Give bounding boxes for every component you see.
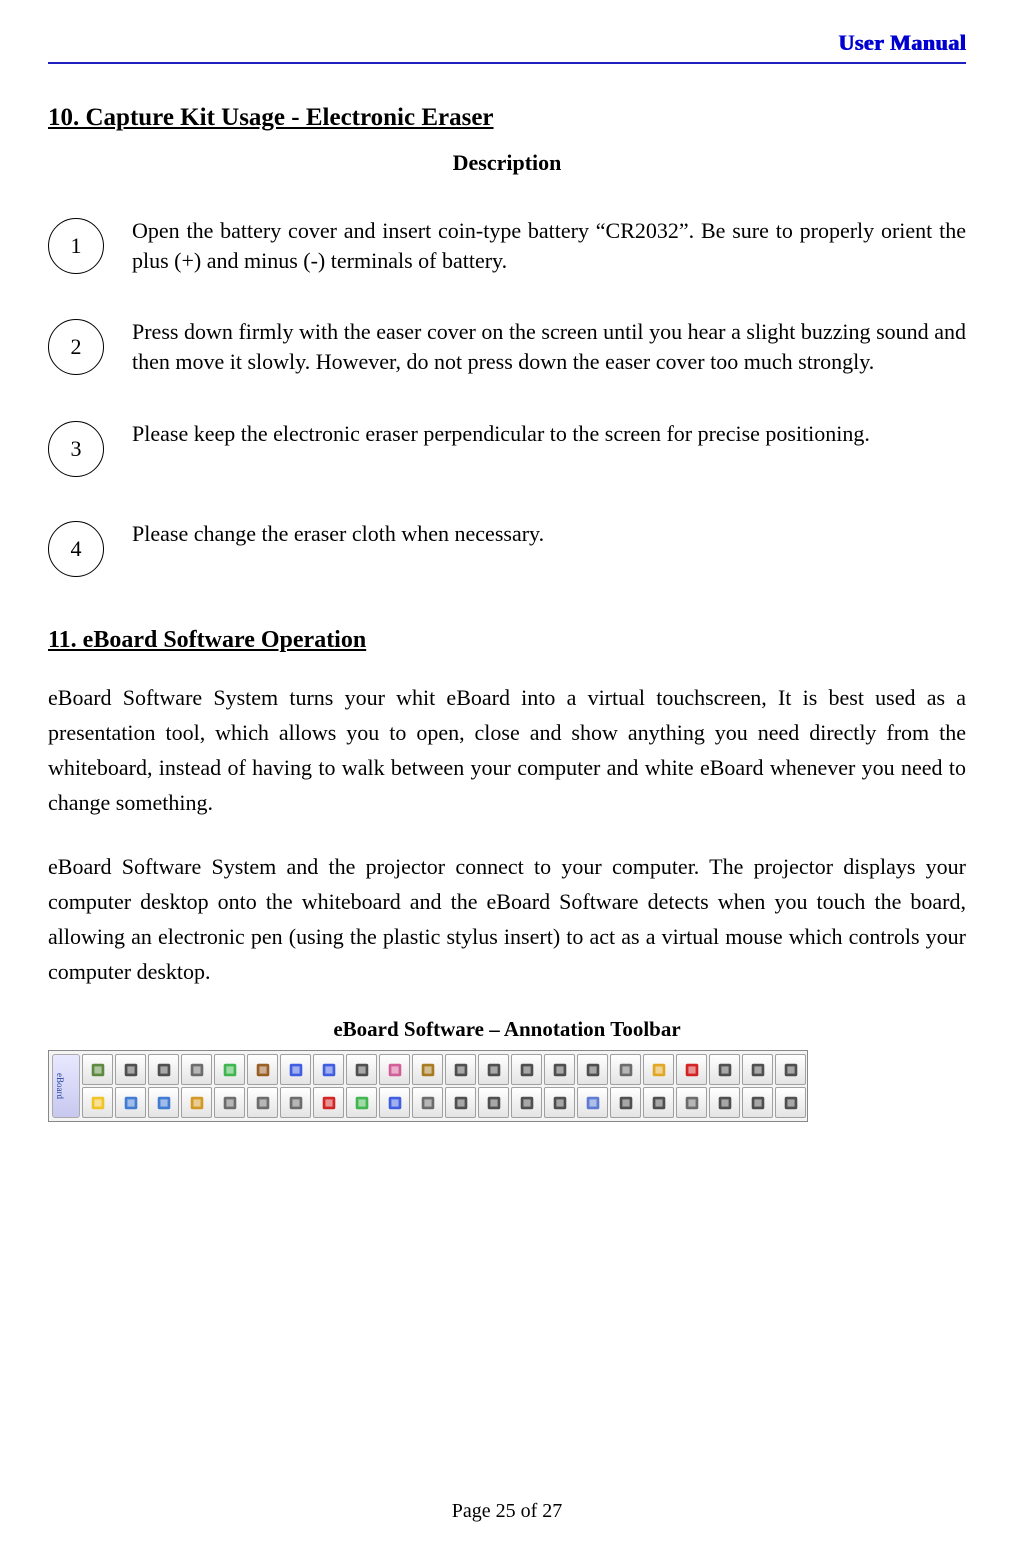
toolbar-btn-r1-16[interactable]	[610, 1054, 641, 1085]
toolbar-btn-r2-15[interactable]	[577, 1087, 608, 1118]
toolbar-btn-r2-1[interactable]	[115, 1087, 146, 1118]
toolbar-btn-r1-1[interactable]	[115, 1054, 146, 1085]
step-row: 2 Press down firmly with the easer cover…	[48, 317, 966, 376]
step-number-circle: 4	[48, 521, 104, 577]
toolbar-subheading: eBoard Software – Annotation Toolbar	[48, 1017, 966, 1042]
toolbar-btn-r1-15[interactable]	[577, 1054, 608, 1085]
toolbar-btn-r1-5[interactable]	[247, 1054, 278, 1085]
toolbar-btn-r2-10[interactable]	[412, 1087, 443, 1118]
step-number-circle: 3	[48, 421, 104, 477]
toolbar-btn-r2-4[interactable]	[214, 1087, 245, 1118]
toolbar-btn-r2-16[interactable]	[610, 1087, 641, 1118]
toolbar-btn-r2-9[interactable]	[379, 1087, 410, 1118]
toolbar-btn-r2-2[interactable]	[148, 1087, 179, 1118]
toolbar-btn-r2-14[interactable]	[544, 1087, 575, 1118]
step-number-circle: 1	[48, 218, 104, 274]
header-title: User Manual	[48, 30, 966, 62]
toolbar-btn-r1-19[interactable]	[709, 1054, 740, 1085]
steps-list: 1 Open the battery cover and insert coin…	[48, 216, 966, 577]
toolbar-btn-r1-12[interactable]	[478, 1054, 509, 1085]
toolbar-btn-r2-12[interactable]	[478, 1087, 509, 1118]
toolbar-btn-r1-4[interactable]	[214, 1054, 245, 1085]
section-11-para-1: eBoard Software System turns your whit e…	[48, 680, 966, 821]
toolbar-btn-r2-5[interactable]	[247, 1087, 278, 1118]
description-label: Description	[48, 150, 966, 176]
toolbar-btn-r1-6[interactable]	[280, 1054, 311, 1085]
annotation-toolbar: eBoard	[48, 1050, 808, 1122]
toolbar-btn-r1-7[interactable]	[313, 1054, 344, 1085]
toolbar-btn-r1-14[interactable]	[544, 1054, 575, 1085]
section-11-para-2: eBoard Software System and the projector…	[48, 849, 966, 990]
step-text: Please keep the electronic eraser perpen…	[132, 419, 966, 449]
toolbar-btn-r1-18[interactable]	[676, 1054, 707, 1085]
toolbar-btn-r1-13[interactable]	[511, 1054, 542, 1085]
section-11-heading: 11. eBoard Software Operation	[48, 627, 966, 654]
toolbar-btn-r1-3[interactable]	[181, 1054, 212, 1085]
toolbar-row-2	[82, 1087, 806, 1118]
step-text: Please change the eraser cloth when nece…	[132, 519, 966, 549]
toolbar-btn-r1-20[interactable]	[742, 1054, 773, 1085]
toolbar-btn-r2-0[interactable]	[82, 1087, 113, 1118]
toolbar-btn-r1-2[interactable]	[148, 1054, 179, 1085]
page-footer: Page 25 of 27	[0, 1500, 1014, 1523]
step-number-circle: 2	[48, 319, 104, 375]
toolbar-btn-r1-8[interactable]	[346, 1054, 377, 1085]
toolbar-btn-r2-21[interactable]	[775, 1087, 806, 1118]
toolbar-btn-r1-9[interactable]	[379, 1054, 410, 1085]
step-row: 3 Please keep the electronic eraser perp…	[48, 419, 966, 477]
toolbar-btn-r2-3[interactable]	[181, 1087, 212, 1118]
toolbar-btn-r2-6[interactable]	[280, 1087, 311, 1118]
step-row: 4 Please change the eraser cloth when ne…	[48, 519, 966, 577]
toolbar-btn-r2-8[interactable]	[346, 1087, 377, 1118]
header-rule	[48, 62, 966, 64]
toolbar-btn-r2-11[interactable]	[445, 1087, 476, 1118]
step-text: Open the battery cover and insert coin-t…	[132, 216, 966, 275]
toolbar-rows	[82, 1054, 806, 1118]
toolbar-btn-r2-20[interactable]	[742, 1087, 773, 1118]
toolbar-btn-r1-21[interactable]	[775, 1054, 806, 1085]
toolbar-btn-r2-17[interactable]	[643, 1087, 674, 1118]
toolbar-btn-r1-17[interactable]	[643, 1054, 674, 1085]
toolbar-btn-r2-13[interactable]	[511, 1087, 542, 1118]
toolbar-btn-r2-18[interactable]	[676, 1087, 707, 1118]
toolbar-btn-r1-11[interactable]	[445, 1054, 476, 1085]
toolbar-btn-r2-7[interactable]	[313, 1087, 344, 1118]
toolbar-btn-r1-10[interactable]	[412, 1054, 443, 1085]
section-10-heading: 10. Capture Kit Usage - Electronic Erase…	[48, 104, 966, 132]
toolbar-handle[interactable]: eBoard	[52, 1054, 80, 1118]
step-text: Press down firmly with the easer cover o…	[132, 317, 966, 376]
toolbar-row-1	[82, 1054, 806, 1085]
step-row: 1 Open the battery cover and insert coin…	[48, 216, 966, 275]
toolbar-btn-r1-0[interactable]	[82, 1054, 113, 1085]
toolbar-btn-r2-19[interactable]	[709, 1087, 740, 1118]
